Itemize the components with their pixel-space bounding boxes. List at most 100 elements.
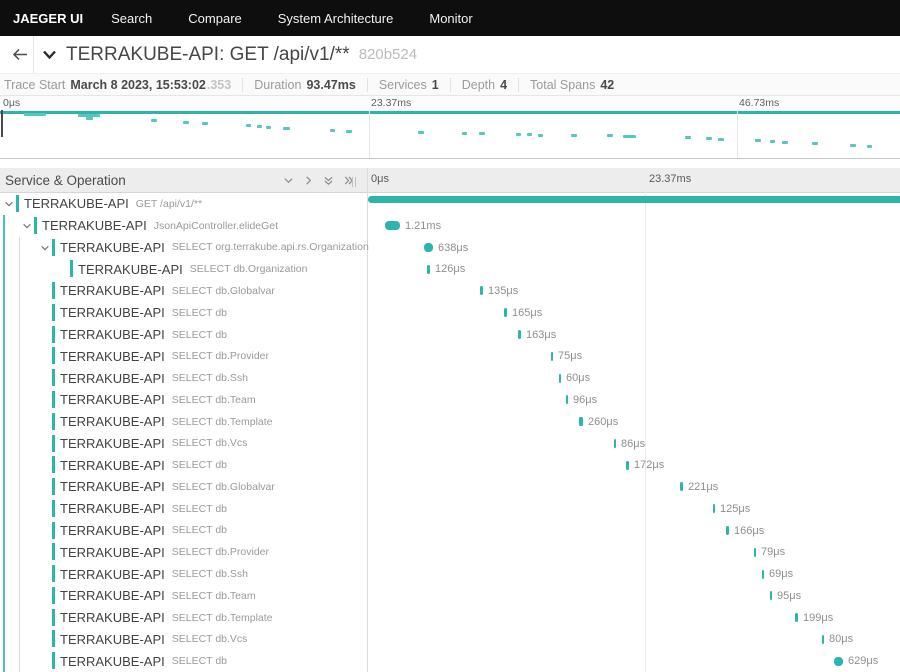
tree-guide-root: [3, 214, 5, 672]
span-labels: TERRAKUBE-API SELECT db.Provider: [60, 345, 269, 367]
table-row[interactable]: TERRAKUBE-API SELECT db.Provider 79μs: [0, 541, 900, 563]
operation-name: SELECT db.Vcs: [171, 437, 248, 450]
table-row[interactable]: TERRAKUBE-API SELECT db 163μs: [0, 324, 900, 346]
minimap-span-dash: [623, 135, 636, 138]
table-row[interactable]: TERRAKUBE-API SELECT db.Template 199μs: [0, 607, 900, 629]
minimap-root-span: [0, 111, 900, 114]
span-duration-bar[interactable]: [551, 351, 553, 361]
span-duration-bar[interactable]: [385, 221, 400, 231]
minimap-canvas[interactable]: [0, 110, 900, 159]
table-row[interactable]: TERRAKUBE-API SELECT db.Provider 75μs: [0, 345, 900, 367]
row-expander-chevron-down-icon[interactable]: [4, 199, 14, 209]
span-duration-bar[interactable]: [680, 482, 683, 492]
span-color-indicator: [52, 478, 55, 496]
table-row[interactable]: TERRAKUBE-API SELECT db.Globalvar 135μs: [0, 280, 900, 302]
span-duration-label: 125μs: [720, 502, 751, 515]
navbar-items: Search Compare System Architecture Monitor: [93, 11, 491, 26]
navbar-item-search[interactable]: Search: [111, 10, 153, 26]
span-duration-bar[interactable]: [566, 395, 568, 405]
table-row[interactable]: TERRAKUBE-API GET /api/v1/**: [0, 193, 900, 215]
jaeger-logo[interactable]: JAEGER UI: [13, 10, 84, 26]
row-expander-chevron-down-icon[interactable]: [40, 243, 50, 253]
service-name: TERRAKUBE-API: [60, 631, 165, 647]
table-row[interactable]: TERRAKUBE-API SELECT db.Organization 126μs: [0, 258, 900, 280]
span-duration-bar[interactable]: [754, 547, 756, 557]
span-duration-bar[interactable]: [504, 308, 507, 318]
minimap-span-dash: [202, 122, 208, 125]
row-expander-chevron-down-icon[interactable]: [22, 221, 32, 231]
table-row[interactable]: TERRAKUBE-API SELECT db 165μs: [0, 302, 900, 324]
span-duration-bar[interactable]: [726, 525, 729, 535]
minimap-span-dash: [706, 137, 712, 140]
table-row[interactable]: TERRAKUBE-API SELECT db.Template 260μs: [0, 411, 900, 433]
span-duration-label: 199μs: [803, 611, 834, 624]
trace-meta-item: Total Spans 42: [518, 77, 625, 92]
minimap-span-dash: [479, 132, 485, 135]
meta-label: Services: [378, 77, 427, 92]
operation-name: SELECT db.Provider: [171, 546, 270, 559]
span-duration-bar[interactable]: [614, 438, 616, 448]
table-row[interactable]: TERRAKUBE-API SELECT db.Vcs 80μs: [0, 628, 900, 650]
table-row[interactable]: TERRAKUBE-API SELECT db.Ssh 60μs: [0, 367, 900, 389]
table-row[interactable]: TERRAKUBE-API SELECT db 629μs: [0, 650, 900, 672]
service-name: TERRAKUBE-API: [24, 196, 129, 212]
table-row[interactable]: TERRAKUBE-API SELECT db 172μs: [0, 454, 900, 476]
operation-name: SELECT db: [171, 328, 228, 341]
operation-name: GET /api/v1/**: [135, 197, 203, 210]
operation-name: SELECT db.Ssh: [171, 372, 249, 385]
span-labels: TERRAKUBE-API SELECT db.Team: [60, 389, 256, 411]
span-duration-bar[interactable]: [480, 286, 483, 296]
table-row[interactable]: TERRAKUBE-API JsonApiController.elideGet 1…: [0, 215, 900, 237]
header-double-chevron-down-icon[interactable]: [323, 175, 334, 186]
span-duration-bar[interactable]: [713, 504, 715, 514]
table-row[interactable]: TERRAKUBE-API SELECT db 125μs: [0, 498, 900, 520]
span-duration-bar[interactable]: [795, 613, 798, 623]
column-resizer[interactable]: [352, 177, 356, 187]
minimap-span-dash: [346, 130, 352, 133]
span-duration-label: 79μs: [761, 546, 786, 559]
span-duration-bar[interactable]: [368, 196, 900, 203]
chevron-right-icon: [306, 176, 312, 185]
minimap-span-dash: [266, 126, 271, 129]
span-duration-bar[interactable]: [559, 373, 561, 383]
operation-name: SELECT db: [171, 655, 228, 668]
back-button[interactable]: [6, 36, 33, 73]
service-name: TERRAKUBE-API: [60, 566, 165, 582]
trace-header: TERRAKUBE-API: GET /api/v1/** 820b524: [0, 36, 900, 73]
table-row[interactable]: TERRAKUBE-API SELECT db.Vcs 86μs: [0, 433, 900, 455]
minimap-gridline: [737, 110, 738, 158]
trace-meta-item: Depth 4: [449, 77, 518, 92]
header-chevron-right-icon[interactable]: [303, 175, 314, 186]
minimap-tick-label: 0μs: [3, 97, 21, 109]
navbar-item-system-architecture[interactable]: System Architecture: [277, 10, 394, 26]
span-duration-bar[interactable]: [834, 656, 843, 666]
navbar-item-compare[interactable]: Compare: [188, 10, 242, 26]
operation-name: SELECT db.Ssh: [171, 568, 249, 580]
span-duration-bar[interactable]: [822, 634, 824, 644]
meta-value: 4: [500, 77, 508, 92]
minimap-range-handle[interactable]: [1, 110, 3, 137]
span-duration-bar[interactable]: [626, 460, 629, 470]
span-duration-bar[interactable]: [518, 330, 521, 339]
minimap-span-dash: [755, 139, 761, 142]
table-row[interactable]: TERRAKUBE-API SELECT org.terrakube.api.rs…: [0, 237, 900, 259]
table-row[interactable]: TERRAKUBE-API SELECT db.Team 96μs: [0, 389, 900, 411]
span-duration-bar[interactable]: [770, 591, 772, 601]
header-chevron-down-icon[interactable]: [283, 175, 294, 186]
navbar-item-monitor[interactable]: Monitor: [429, 10, 473, 26]
span-color-indicator: [52, 543, 55, 561]
operation-name: SELECT db: [171, 502, 228, 515]
meta-value: 42: [600, 77, 615, 92]
table-row[interactable]: TERRAKUBE-API SELECT db.Ssh 69μs: [0, 563, 900, 585]
table-row[interactable]: TERRAKUBE-API SELECT db.Team 95μs: [0, 585, 900, 607]
table-row[interactable]: TERRAKUBE-API SELECT db.Globalvar 221μs: [0, 476, 900, 498]
span-duration-bar[interactable]: [427, 264, 430, 274]
trace-collapse-toggle[interactable]: [42, 49, 57, 60]
service-name: TERRAKUBE-API: [60, 283, 165, 299]
span-duration-bar[interactable]: [762, 569, 764, 579]
span-rows: TERRAKUBE-API GET /api/v1/** TERRAKUBE-API…: [0, 193, 900, 672]
span-duration-bar[interactable]: [424, 242, 433, 252]
table-row[interactable]: TERRAKUBE-API SELECT db 166μs: [0, 520, 900, 542]
span-duration-bar[interactable]: [579, 417, 583, 427]
span-color-indicator: [52, 608, 55, 626]
